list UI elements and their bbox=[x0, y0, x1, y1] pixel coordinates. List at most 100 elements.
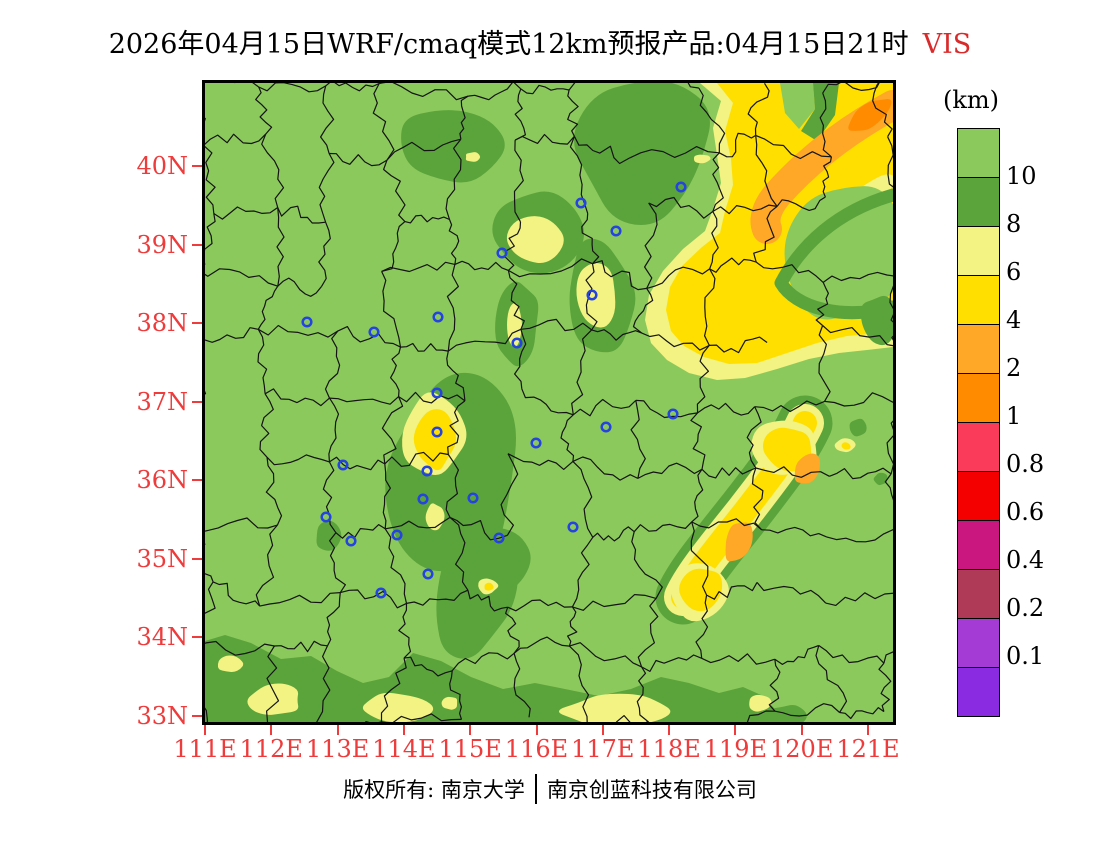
boundary-line bbox=[824, 392, 893, 407]
boundary-line bbox=[398, 603, 412, 659]
boundary-line bbox=[521, 388, 574, 416]
station-marker bbox=[421, 465, 433, 477]
boundary-line bbox=[691, 518, 763, 531]
boundary-line bbox=[379, 83, 469, 101]
boundary-line bbox=[709, 211, 719, 270]
boundary-line bbox=[592, 260, 647, 291]
boundary-line bbox=[630, 400, 646, 479]
boundary-line bbox=[768, 659, 781, 712]
boundary-line bbox=[234, 83, 260, 88]
boundary-line bbox=[274, 640, 328, 653]
boundary-line bbox=[446, 350, 466, 401]
legend-cell bbox=[957, 520, 1000, 570]
boundary-line bbox=[697, 402, 756, 416]
lat-label: 40N bbox=[136, 152, 188, 180]
boundary-line bbox=[822, 325, 893, 347]
boundary-line bbox=[567, 89, 579, 137]
boundary-line bbox=[698, 87, 726, 153]
contour-region bbox=[413, 409, 457, 471]
boundary-line bbox=[324, 330, 341, 399]
station-marker bbox=[431, 387, 443, 399]
boundary-line bbox=[819, 92, 832, 158]
station-marker bbox=[431, 426, 443, 438]
boundary-line bbox=[205, 581, 216, 614]
station-marker bbox=[511, 337, 523, 349]
boundary-line bbox=[822, 156, 832, 198]
contour-region bbox=[784, 186, 893, 320]
legend-cell bbox=[957, 128, 1000, 178]
boundary-line bbox=[569, 642, 642, 668]
lon-label: 114E bbox=[372, 735, 436, 763]
boundary-line bbox=[889, 285, 893, 341]
station-markers bbox=[301, 181, 687, 599]
station-marker bbox=[345, 535, 357, 547]
station-marker bbox=[368, 326, 380, 338]
forecast-map bbox=[202, 80, 896, 725]
boundary-line bbox=[335, 524, 386, 539]
boundary-line bbox=[205, 133, 267, 145]
boundary-line bbox=[449, 516, 469, 591]
boundary-line bbox=[513, 653, 531, 718]
boundary-line bbox=[776, 196, 826, 211]
boundary-line bbox=[886, 420, 893, 475]
lon-tick bbox=[204, 725, 206, 735]
boundary-line bbox=[747, 83, 770, 136]
boundary-line bbox=[400, 342, 449, 352]
station-marker bbox=[667, 408, 679, 420]
boundary-line bbox=[761, 526, 827, 538]
contour-region bbox=[693, 154, 711, 164]
boundary-line bbox=[277, 205, 326, 224]
lon-label: 121E bbox=[836, 735, 900, 763]
colorbar bbox=[957, 128, 1000, 717]
boundary-line bbox=[381, 261, 456, 273]
contour-region bbox=[849, 418, 867, 437]
boundary-line bbox=[212, 581, 261, 607]
boundary-line bbox=[403, 656, 453, 677]
boundary-line bbox=[872, 83, 893, 137]
boundary-line bbox=[205, 707, 209, 722]
lon-tick bbox=[734, 725, 737, 735]
boundary-line bbox=[329, 396, 399, 405]
boundary-line bbox=[406, 589, 469, 606]
boundary-line bbox=[756, 582, 827, 604]
lat-tick bbox=[192, 479, 202, 482]
contour-region bbox=[841, 442, 851, 450]
boundary-line bbox=[815, 645, 848, 713]
boundary-line bbox=[514, 133, 575, 145]
boundary-line bbox=[446, 264, 459, 352]
boundary-line bbox=[701, 467, 757, 479]
boundary-line bbox=[746, 710, 776, 722]
boundary-line bbox=[257, 285, 279, 330]
boundary-line bbox=[513, 140, 524, 223]
contour-region bbox=[725, 522, 753, 562]
lon-tick bbox=[601, 725, 604, 735]
legend-tick-label: 0.6 bbox=[1006, 498, 1045, 526]
contour-region bbox=[762, 427, 812, 472]
boundary-line bbox=[719, 132, 757, 158]
boundary-line bbox=[329, 456, 386, 471]
boundary-line bbox=[326, 592, 341, 647]
boundary-line bbox=[383, 159, 406, 223]
boundary-line bbox=[687, 83, 699, 89]
station-marker bbox=[496, 247, 508, 259]
boundary-line bbox=[382, 463, 391, 529]
legend-tick-label: 6 bbox=[1006, 258, 1022, 286]
legend-tick-label: 10 bbox=[1006, 162, 1037, 190]
boundary-line bbox=[316, 645, 331, 722]
lon-tick bbox=[800, 725, 803, 735]
boundary-line bbox=[404, 214, 450, 224]
boundary-line bbox=[839, 707, 885, 720]
boundary-line bbox=[386, 138, 462, 161]
contour-region bbox=[401, 110, 505, 183]
boundary-line bbox=[818, 645, 885, 664]
boundary-line bbox=[255, 86, 273, 135]
copyright-footer: 版权所有: 南京大学 南京创蓝科技有限公司 bbox=[0, 774, 1100, 804]
boundary-line bbox=[751, 467, 764, 531]
boundary-line bbox=[591, 329, 643, 341]
legend-tick-label: 0.2 bbox=[1006, 594, 1045, 622]
lat-label: 34N bbox=[136, 623, 188, 652]
lon-tick bbox=[469, 725, 472, 735]
boundary-line bbox=[572, 456, 639, 481]
station-marker bbox=[575, 197, 587, 209]
boundary-line bbox=[696, 345, 710, 413]
